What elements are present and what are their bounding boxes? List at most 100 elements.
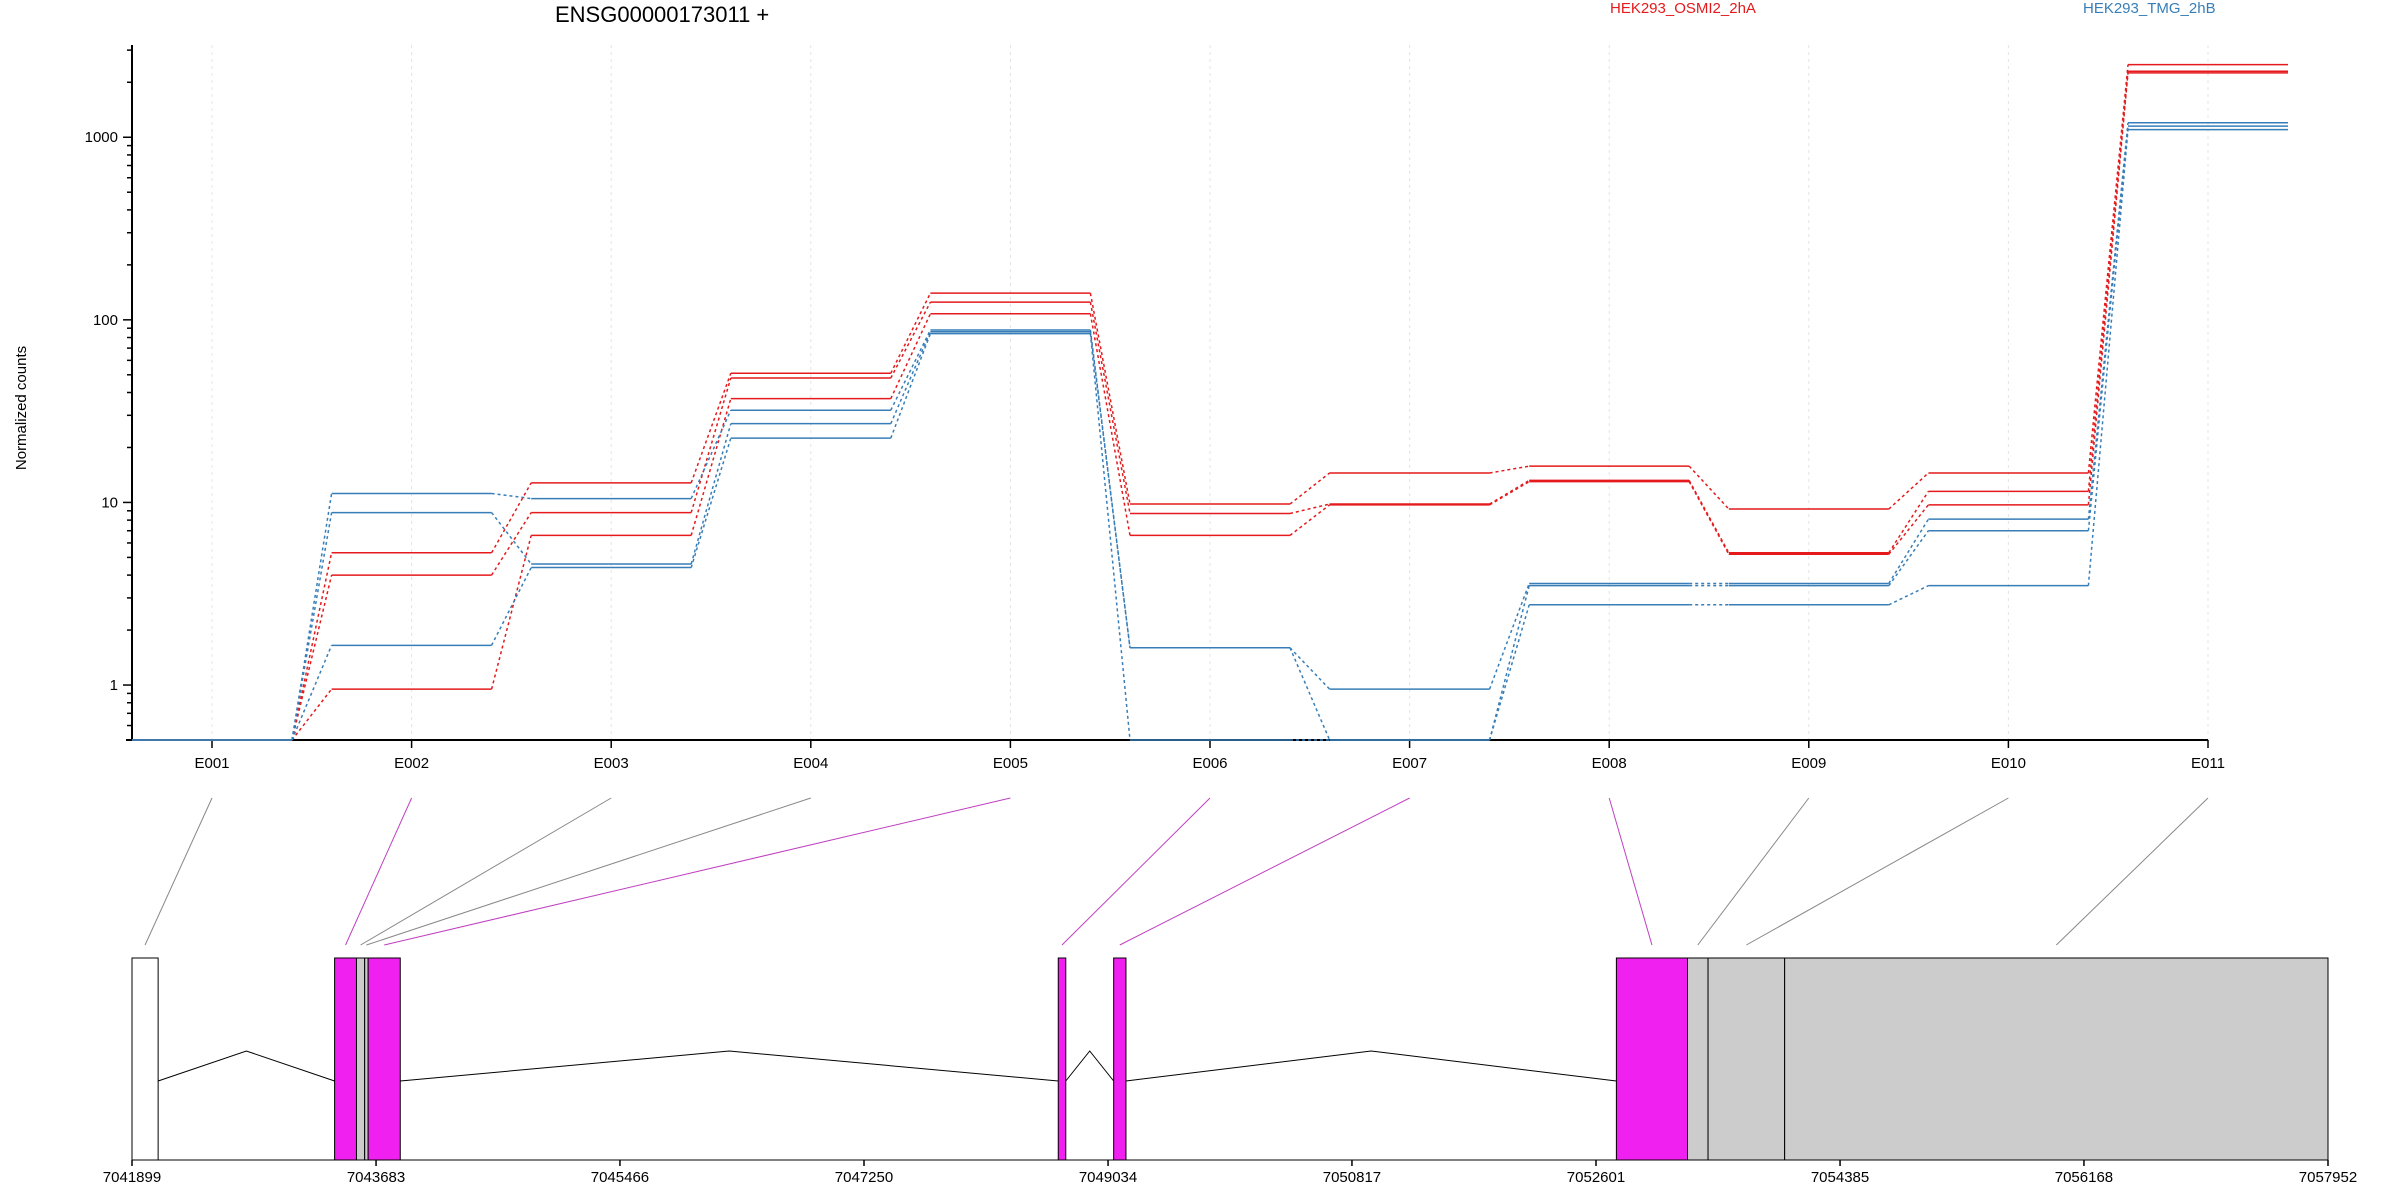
series-connector: [690, 409, 732, 499]
x-tick-label: E005: [993, 755, 1028, 772]
coordinate-label: 7045466: [591, 1169, 649, 1186]
x-tick-label: E003: [594, 755, 629, 772]
intron-line: [1065, 1050, 1115, 1082]
x-tick-label: E009: [1791, 755, 1826, 772]
series-connector: [291, 688, 333, 741]
connector-E007: [1119, 797, 1410, 946]
series-connector: [890, 331, 932, 424]
series-connector: [1289, 647, 1331, 690]
series-connector: [2087, 126, 2129, 531]
series-connector: [1089, 333, 1131, 741]
x-tick-label: E011: [2191, 755, 2225, 772]
exon-box-E004: [364, 957, 369, 1161]
x-tick-label: E004: [793, 755, 828, 772]
series-connector: [1888, 490, 1930, 554]
series-connector: [490, 512, 532, 576]
connector-E008: [1608, 797, 1653, 946]
series-connector: [1289, 647, 1331, 741]
series-connector: [1289, 504, 1331, 536]
series-connector: [2087, 64, 2129, 474]
connector-E010: [1746, 797, 2009, 946]
series-connector: [690, 377, 732, 513]
y-tick-label: 100: [93, 312, 118, 329]
coordinate-label: 7049034: [1079, 1169, 1137, 1186]
series-HEK293_OSMI2_2hA: [132, 72, 2288, 741]
series-connector: [890, 301, 932, 379]
series-connector: [1888, 585, 1929, 606]
series-connector: [1688, 480, 1730, 554]
intron-line: [157, 1050, 335, 1082]
series-connector: [490, 535, 532, 690]
series-connector: [291, 552, 333, 741]
series-connector: [291, 645, 333, 741]
series-connector: [1089, 313, 1131, 536]
coordinate-label: 7057952: [2299, 1169, 2357, 1186]
series-HEK293_TMG_2hB: [132, 125, 2288, 741]
exon-connectors: [144, 797, 2209, 946]
series-connector: [1688, 481, 1730, 555]
series-connector: [1089, 331, 1131, 648]
series-connector: [1089, 302, 1131, 514]
legend-entry-osmi2: HEK293_OSMI2_2hA: [1610, 0, 1756, 17]
series-connector: [890, 329, 932, 411]
series-lines: [132, 63, 2288, 741]
series-connector: [291, 574, 333, 741]
series-connector: [1488, 583, 1530, 690]
series-connector: [490, 567, 532, 646]
axes: 1 10 100 1000 E001 E002 E003 E004 E005 E006 E007 E0…: [85, 45, 2225, 772]
exon-box-E009: [1687, 957, 1709, 1161]
coordinate-label: 7054385: [1811, 1169, 1869, 1186]
coordinate-label: 7052601: [1567, 1169, 1625, 1186]
series-connector: [690, 437, 732, 568]
x-tick-label: E002: [394, 755, 429, 772]
y-tick-label: 10: [101, 494, 118, 511]
chart-title: ENSG00000173011 +: [555, 2, 769, 27]
series-connector: [690, 423, 732, 565]
exon-box-E007: [1113, 957, 1127, 1161]
connector-E004: [366, 797, 811, 946]
exon-box-E011: [1784, 957, 2329, 1161]
series-connector: [1888, 518, 1930, 584]
series-connector: [1888, 530, 1930, 587]
series-connector: [1488, 604, 1530, 741]
series-connector: [1489, 480, 1530, 506]
series-connector: [2087, 72, 2129, 505]
coordinate-label: 7056168: [2055, 1169, 2113, 1186]
y-tick-label: 1: [110, 677, 118, 694]
legend-entry-tmg: HEK293_TMG_2hB: [2083, 0, 2216, 17]
series-connector: [490, 482, 532, 554]
connector-E001: [144, 797, 213, 946]
y-axis-label: Normalized counts: [13, 346, 30, 470]
x-tick-label: E010: [1991, 755, 2026, 772]
series-connector: [1289, 503, 1330, 515]
connector-E009: [1697, 797, 1810, 946]
series-connector: [1888, 504, 1929, 555]
coordinate-label: 7041899: [103, 1169, 161, 1186]
series-connector: [1888, 472, 1929, 510]
connector-E002: [345, 797, 413, 946]
x-tick-label: E008: [1592, 755, 1627, 772]
series-connector: [1489, 465, 1530, 474]
series-connector: [1289, 472, 1331, 505]
exon-box-E003: [355, 957, 366, 1161]
exon-box-E002: [334, 957, 357, 1161]
x-tick-label: E007: [1392, 755, 1427, 772]
series-connector: [890, 292, 932, 374]
series-connector: [690, 398, 732, 536]
connector-E005: [384, 797, 1011, 946]
exon-box-E008: [1615, 957, 1689, 1161]
gridlines: [211, 45, 2209, 740]
series-connector: [1488, 585, 1530, 741]
coordinate-label: 7050817: [1323, 1169, 1381, 1186]
gene-model: 7041899 7043683 7045466 7047250 7049034 70508…: [103, 957, 2357, 1186]
exon-box-E006: [1057, 957, 1067, 1161]
coordinate-label: 7043683: [347, 1169, 405, 1186]
connector-E003: [360, 797, 612, 946]
series-connector: [890, 333, 932, 439]
series-connector: [2087, 129, 2129, 586]
series-connector: [890, 313, 932, 399]
exon-box-E001: [131, 957, 159, 1161]
connector-E006: [1061, 797, 1211, 946]
intron-line: [400, 1050, 1059, 1082]
